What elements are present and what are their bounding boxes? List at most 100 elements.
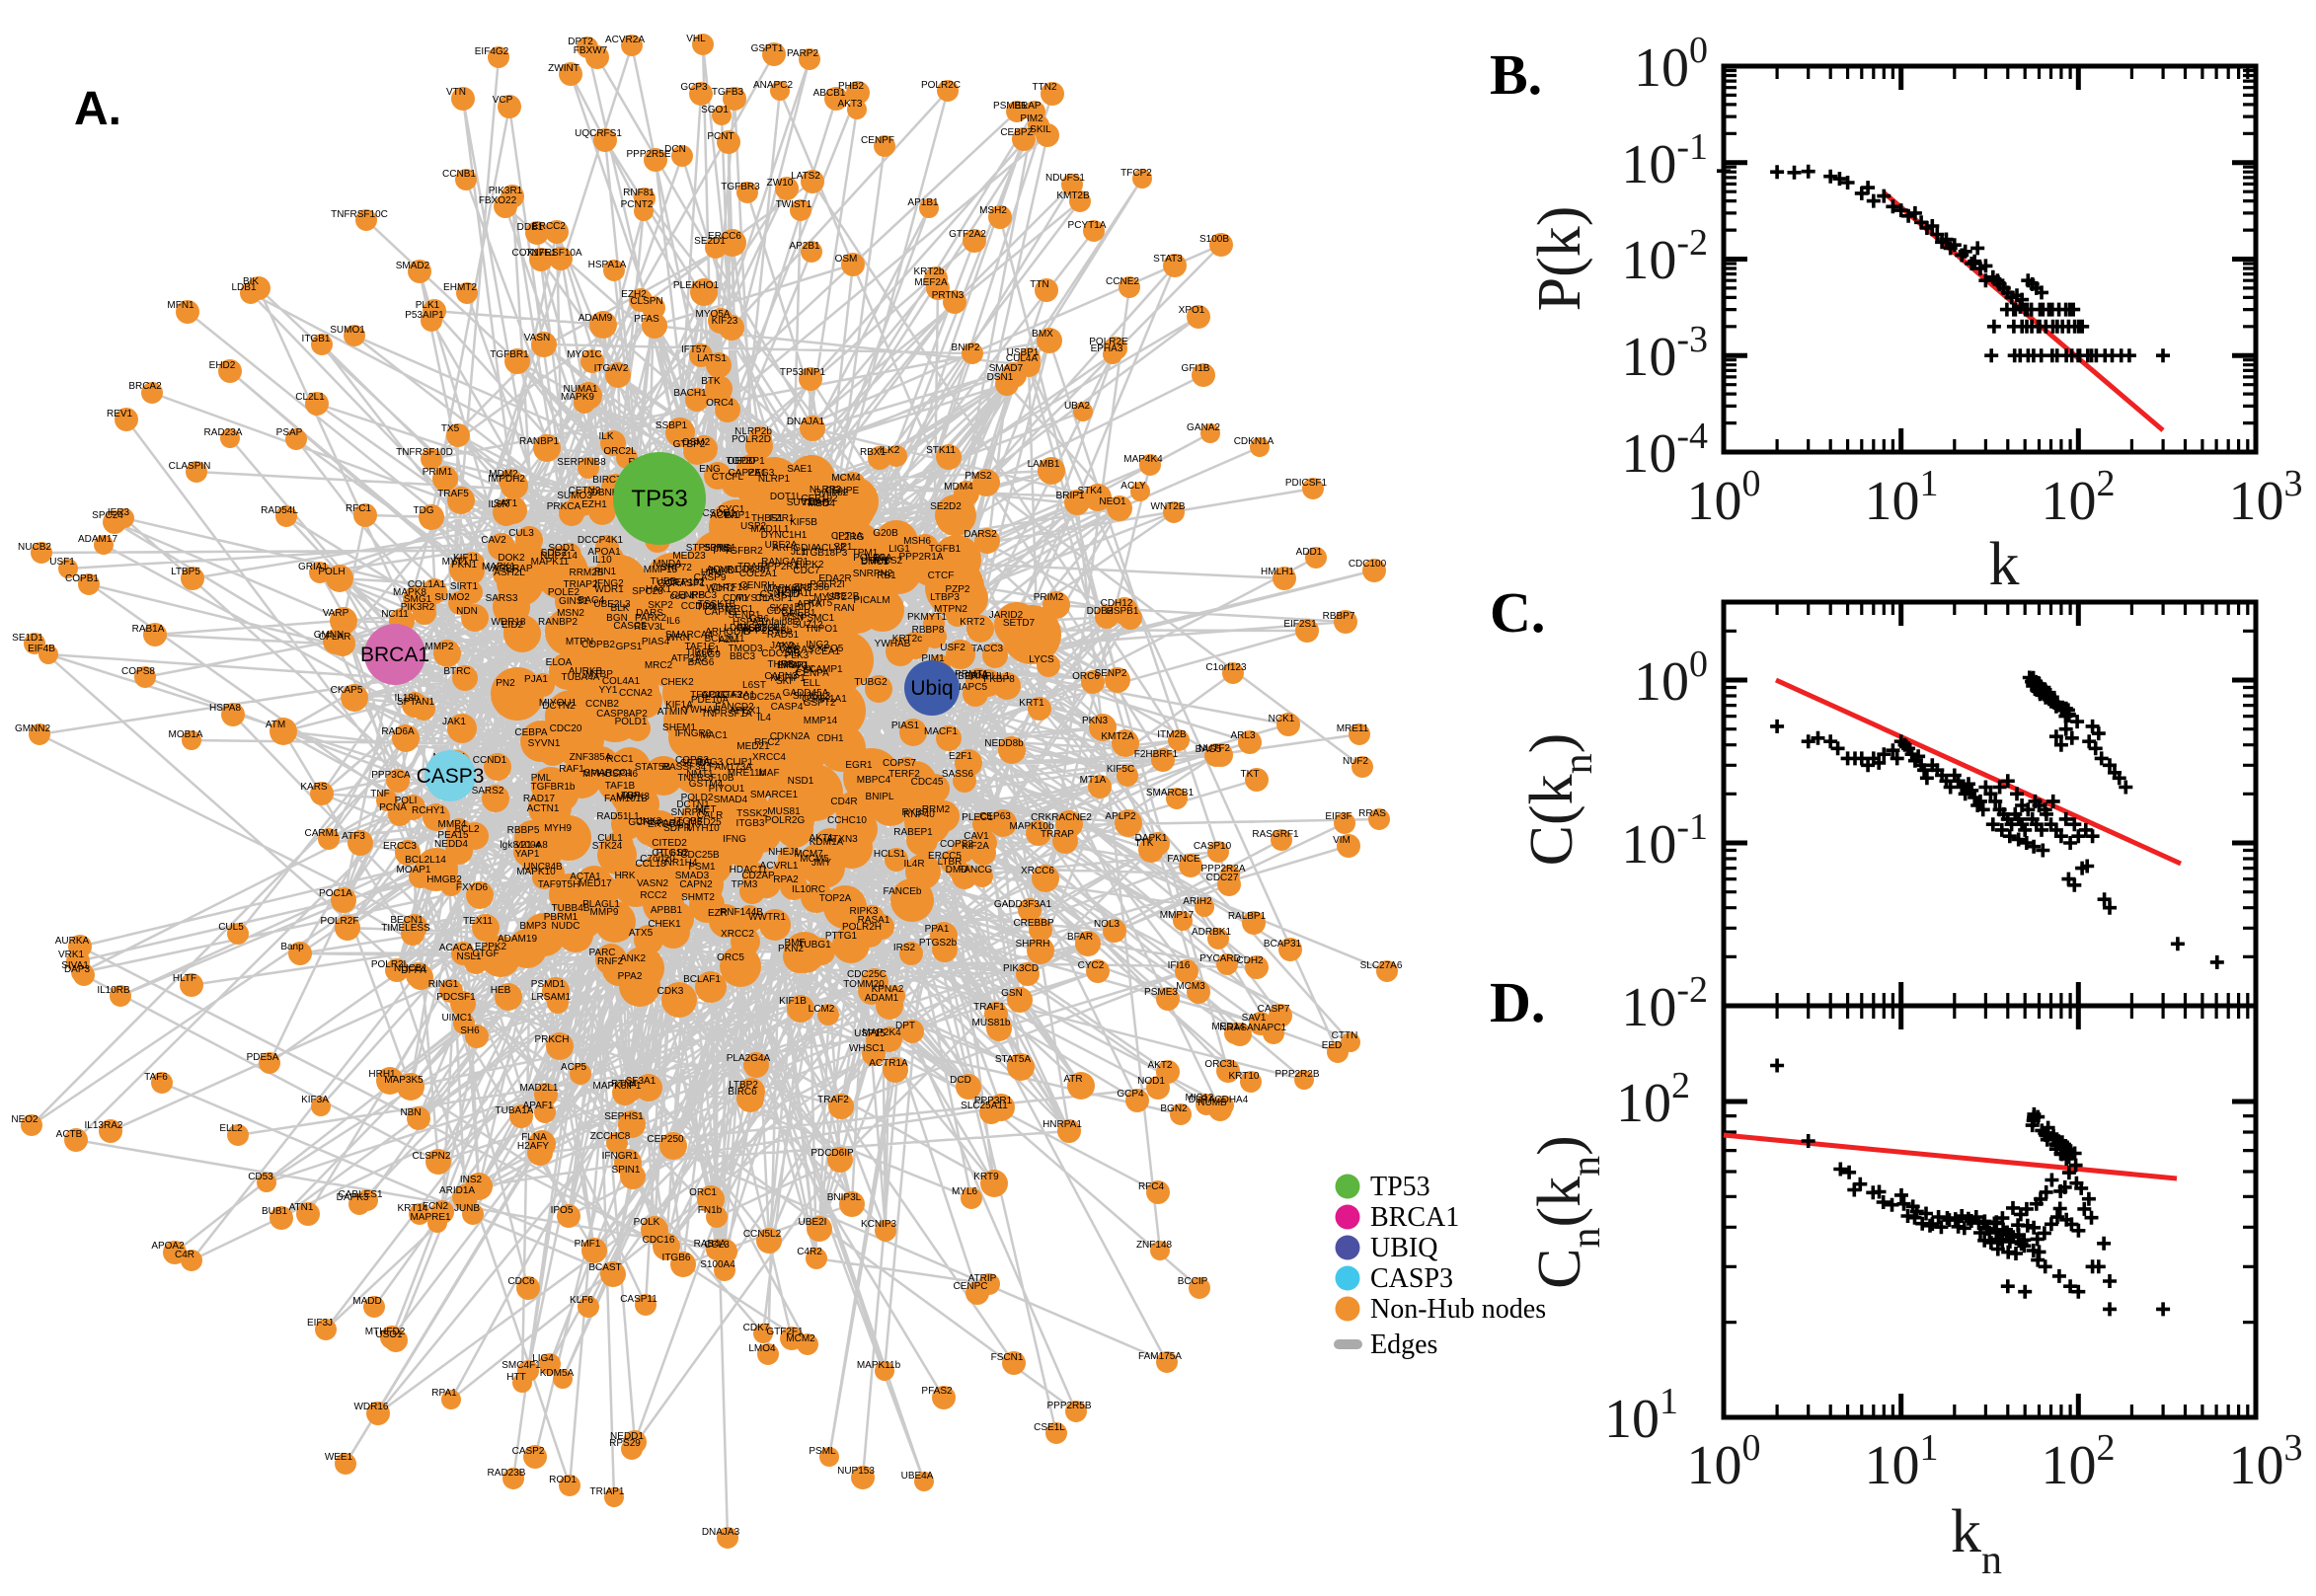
svg-text:CLSPN2: CLSPN2	[413, 1151, 451, 1162]
svg-text:RAD51: RAD51	[767, 630, 800, 641]
svg-text:PDCD6IP: PDCD6IP	[811, 1148, 854, 1159]
svg-text:COL1A1: COL1A1	[408, 579, 446, 590]
svg-text:CSNK1D: CSNK1D	[760, 589, 801, 600]
svg-text:DOK2: DOK2	[498, 553, 525, 564]
svg-text:RABEP1: RABEP1	[893, 827, 933, 838]
svg-text:JUND: JUND	[709, 566, 735, 576]
svg-text:DNAJA3: DNAJA3	[702, 1527, 740, 1538]
svg-text:CASP7: CASP7	[1258, 1004, 1290, 1015]
svg-text:POLR2I: POLR2I	[810, 579, 845, 590]
svg-text:VRK1: VRK1	[58, 950, 85, 960]
svg-text:CTTN: CTTN	[1332, 1030, 1358, 1041]
svg-text:UBE2I: UBE2I	[799, 1217, 827, 1228]
svg-text:P(k): P(k)	[1526, 206, 1593, 312]
svg-text:STAT5B: STAT5B	[635, 762, 671, 773]
svg-text:TUBG2: TUBG2	[854, 677, 888, 688]
svg-text:PRKCA: PRKCA	[547, 501, 581, 512]
svg-text:NHEJ1: NHEJ1	[768, 847, 800, 858]
svg-text:TAF6: TAF6	[144, 1072, 168, 1083]
svg-text:USBP1: USBP1	[1007, 347, 1040, 358]
svg-text:MAPRE1: MAPRE1	[410, 1212, 451, 1223]
svg-text:ATP2A2: ATP2A2	[671, 653, 708, 664]
svg-text:RFC1: RFC1	[346, 503, 372, 514]
svg-text:NUP214: NUP214	[540, 551, 578, 562]
svg-text:KCNIP3: KCNIP3	[861, 1219, 897, 1230]
svg-text:KARS: KARS	[300, 782, 328, 793]
svg-text:POLR2H: POLR2H	[842, 922, 882, 933]
svg-text:TGFBR1b: TGFBR1b	[530, 782, 575, 793]
svg-text:EGR1: EGR1	[845, 760, 873, 771]
svg-text:PPP2R5B: PPP2R5B	[1046, 1401, 1091, 1411]
svg-text:NEDD1: NEDD1	[610, 1431, 644, 1442]
svg-text:HRK: HRK	[614, 871, 635, 881]
svg-text:SH6: SH6	[460, 1026, 480, 1036]
svg-text:GTF2F1: GTF2F1	[766, 1327, 804, 1337]
svg-text:PTGS2b: PTGS2b	[919, 938, 958, 949]
svg-text:MMP2: MMP2	[425, 642, 454, 652]
svg-text:RNF2: RNF2	[597, 956, 624, 967]
svg-text:CHEK2: CHEK2	[660, 677, 694, 688]
svg-text:VCL: VCL	[779, 646, 799, 656]
svg-text:SPTAN1: SPTAN1	[397, 697, 435, 708]
svg-text:MAPK8: MAPK8	[393, 587, 426, 598]
svg-text:BAG3: BAG3	[697, 757, 724, 768]
svg-text:SAV1: SAV1	[1242, 1013, 1267, 1024]
svg-text:SOD1: SOD1	[548, 543, 576, 554]
svg-text:UBA2: UBA2	[1064, 401, 1091, 412]
svg-text:ITM2B: ITM2B	[1157, 729, 1187, 740]
svg-text:TRAF4: TRAF4	[737, 562, 769, 572]
svg-text:STK11: STK11	[926, 445, 956, 456]
svg-text:TTN: TTN	[1030, 279, 1048, 290]
svg-text:HSPA1L: HSPA1L	[777, 588, 814, 599]
svg-text:LAMB1: LAMB1	[1028, 459, 1060, 470]
svg-text:IL4: IL4	[757, 713, 771, 723]
svg-text:PBRM1: PBRM1	[544, 912, 579, 923]
svg-text:KRT2b: KRT2b	[914, 266, 945, 277]
svg-text:MMP9: MMP9	[590, 907, 619, 918]
svg-text:NUFIP1: NUFIP1	[770, 673, 806, 684]
svg-text:SCAMP1: SCAMP1	[802, 664, 843, 675]
svg-text:10-2: 10-2	[1621, 969, 1708, 1038]
svg-text:ATF3: ATF3	[342, 831, 365, 842]
svg-text:SDC2: SDC2	[541, 548, 568, 559]
svg-text:WNT2B: WNT2B	[1151, 501, 1186, 512]
svg-text:RASGRF1: RASGRF1	[1252, 829, 1299, 840]
svg-text:POLR2F: POLR2F	[321, 916, 359, 927]
svg-text:KIF23: KIF23	[712, 316, 738, 327]
svg-text:KIF3A: KIF3A	[301, 1095, 329, 1105]
svg-text:MAP2K4: MAP2K4	[862, 1027, 901, 1038]
svg-text:TRIAP1: TRIAP1	[589, 1486, 624, 1497]
svg-text:CDC25A: CDC25A	[742, 692, 782, 703]
svg-text:MTPN: MTPN	[566, 637, 593, 647]
svg-text:MCM5: MCM5	[800, 854, 829, 865]
svg-text:100: 100	[1634, 644, 1708, 713]
svg-text:NSD1: NSD1	[788, 776, 814, 787]
svg-text:JL1: JL1	[791, 547, 808, 558]
svg-text:WEE1: WEE1	[325, 1452, 353, 1463]
svg-text:EHMT2: EHMT2	[443, 282, 477, 293]
svg-text:TUBA4A: TUBA4A	[562, 672, 600, 683]
svg-text:UBE4A: UBE4A	[901, 1471, 934, 1482]
svg-text:RAD23B: RAD23B	[488, 1468, 526, 1479]
svg-text:CCNB1: CCNB1	[442, 169, 476, 180]
svg-text:CRKRACNE2: CRKRACNE2	[1031, 812, 1092, 823]
svg-text:IER3: IER3	[108, 507, 130, 518]
svg-text:SERPINB8: SERPINB8	[557, 457, 606, 468]
svg-text:PARC: PARC	[588, 948, 615, 958]
svg-text:RPS29: RPS29	[609, 1438, 641, 1449]
svg-text:YY1: YY1	[599, 685, 618, 696]
svg-text:WHSC1: WHSC1	[849, 1043, 886, 1054]
svg-text:CEBPA: CEBPA	[514, 727, 547, 738]
svg-text:KIF11: KIF11	[453, 553, 479, 564]
svg-text:HSPB1: HSPB1	[1107, 606, 1139, 617]
svg-text:C4R: C4R	[175, 1250, 194, 1260]
svg-text:CTCFL: CTCFL	[712, 472, 744, 483]
svg-text:SPIN1: SPIN1	[612, 1165, 641, 1176]
svg-text:PSAP: PSAP	[276, 427, 303, 438]
svg-text:NUMB: NUMB	[1197, 1098, 1227, 1108]
svg-text:CUL3: CUL3	[508, 528, 534, 539]
svg-text:ARID1A: ARID1A	[439, 1185, 475, 1196]
svg-text:CTCF: CTCF	[928, 570, 955, 581]
svg-text:RPA1: RPA1	[431, 1388, 457, 1399]
svg-text:NOL3: NOL3	[1094, 919, 1120, 930]
